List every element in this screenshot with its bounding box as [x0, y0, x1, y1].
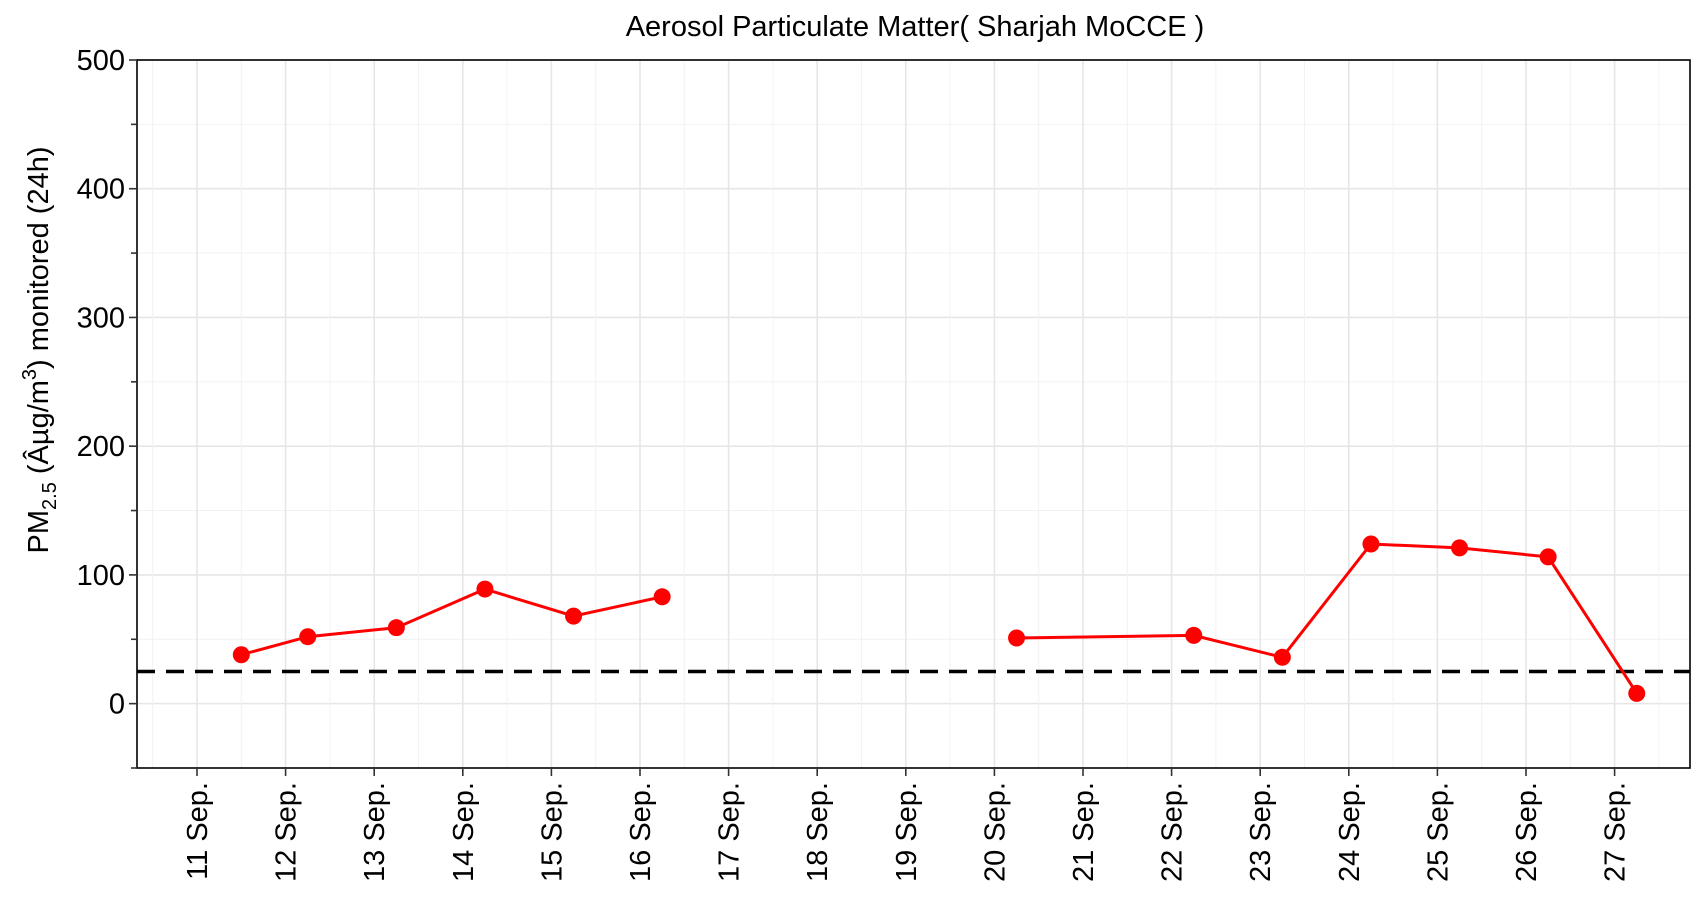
x-tick-label: 23 Sep.	[1245, 782, 1277, 882]
y-axis-label-rest: ) monitored (24h)	[23, 147, 55, 369]
x-tick-label: 26 Sep.	[1511, 782, 1543, 882]
y-tick-label: 200	[77, 431, 125, 463]
x-axis: 11 Sep. 12 Sep. 13 Sep. 14 Sep. 15 Sep. 16 Se…	[182, 768, 1632, 882]
plot-frame	[136, 59, 1691, 769]
data-point	[1539, 548, 1557, 566]
y-axis-label-unit: (Âµg/m	[22, 380, 55, 482]
x-tick-label: 17 Sep.	[714, 782, 746, 882]
data-point	[1185, 626, 1203, 644]
x-tick-label: 18 Sep.	[802, 782, 834, 882]
y-tick-label: 500	[77, 45, 125, 77]
y-tick-label: 100	[77, 560, 125, 592]
x-tick-label: 27 Sep.	[1600, 782, 1632, 882]
y-axis-label-superscript: 3	[19, 369, 41, 380]
grid	[137, 59, 1690, 769]
data-point	[565, 607, 583, 625]
y-axis-label-subscript: 2.5	[39, 482, 61, 510]
data-point	[1628, 684, 1646, 702]
data-point	[299, 628, 317, 646]
y-tick-label: 300	[77, 302, 125, 334]
x-tick-label: 14 Sep.	[448, 782, 480, 882]
x-tick-label: 19 Sep.	[891, 782, 923, 882]
data-point	[1362, 535, 1380, 553]
x-tick-label: 16 Sep.	[625, 782, 657, 882]
data-point	[1008, 629, 1026, 647]
chart-title: Aerosol Particulate Matter( Sharjah MoCC…	[626, 11, 1205, 43]
x-tick-label: 13 Sep.	[359, 782, 391, 882]
x-tick-label: 20 Sep.	[979, 782, 1011, 882]
data-point	[232, 646, 250, 664]
y-tick-label: 0	[109, 689, 125, 721]
x-tick-label: 11 Sep.	[182, 782, 214, 880]
y-axis-label-pm: PM	[23, 510, 55, 554]
x-tick-label: 12 Sep.	[271, 782, 303, 882]
x-tick-label: 15 Sep.	[536, 782, 568, 882]
data-point	[1451, 539, 1469, 557]
x-tick-label: 22 Sep.	[1157, 782, 1189, 882]
series-line-segment	[240, 587, 663, 657]
data-point	[476, 580, 494, 598]
series-red	[232, 535, 1646, 702]
y-tick-label: 400	[77, 174, 125, 206]
x-tick-label: 21 Sep.	[1068, 782, 1100, 882]
y-axis: 0 100 200 300 400 500	[77, 45, 137, 769]
data-point	[387, 619, 405, 637]
data-point	[653, 588, 671, 606]
x-tick-label: 24 Sep.	[1334, 782, 1366, 882]
data-point	[1273, 648, 1291, 666]
y-axis-label: PM2.5 (Âµg/m3) monitored (24h)	[19, 147, 61, 554]
x-tick-label: 25 Sep.	[1422, 782, 1454, 882]
